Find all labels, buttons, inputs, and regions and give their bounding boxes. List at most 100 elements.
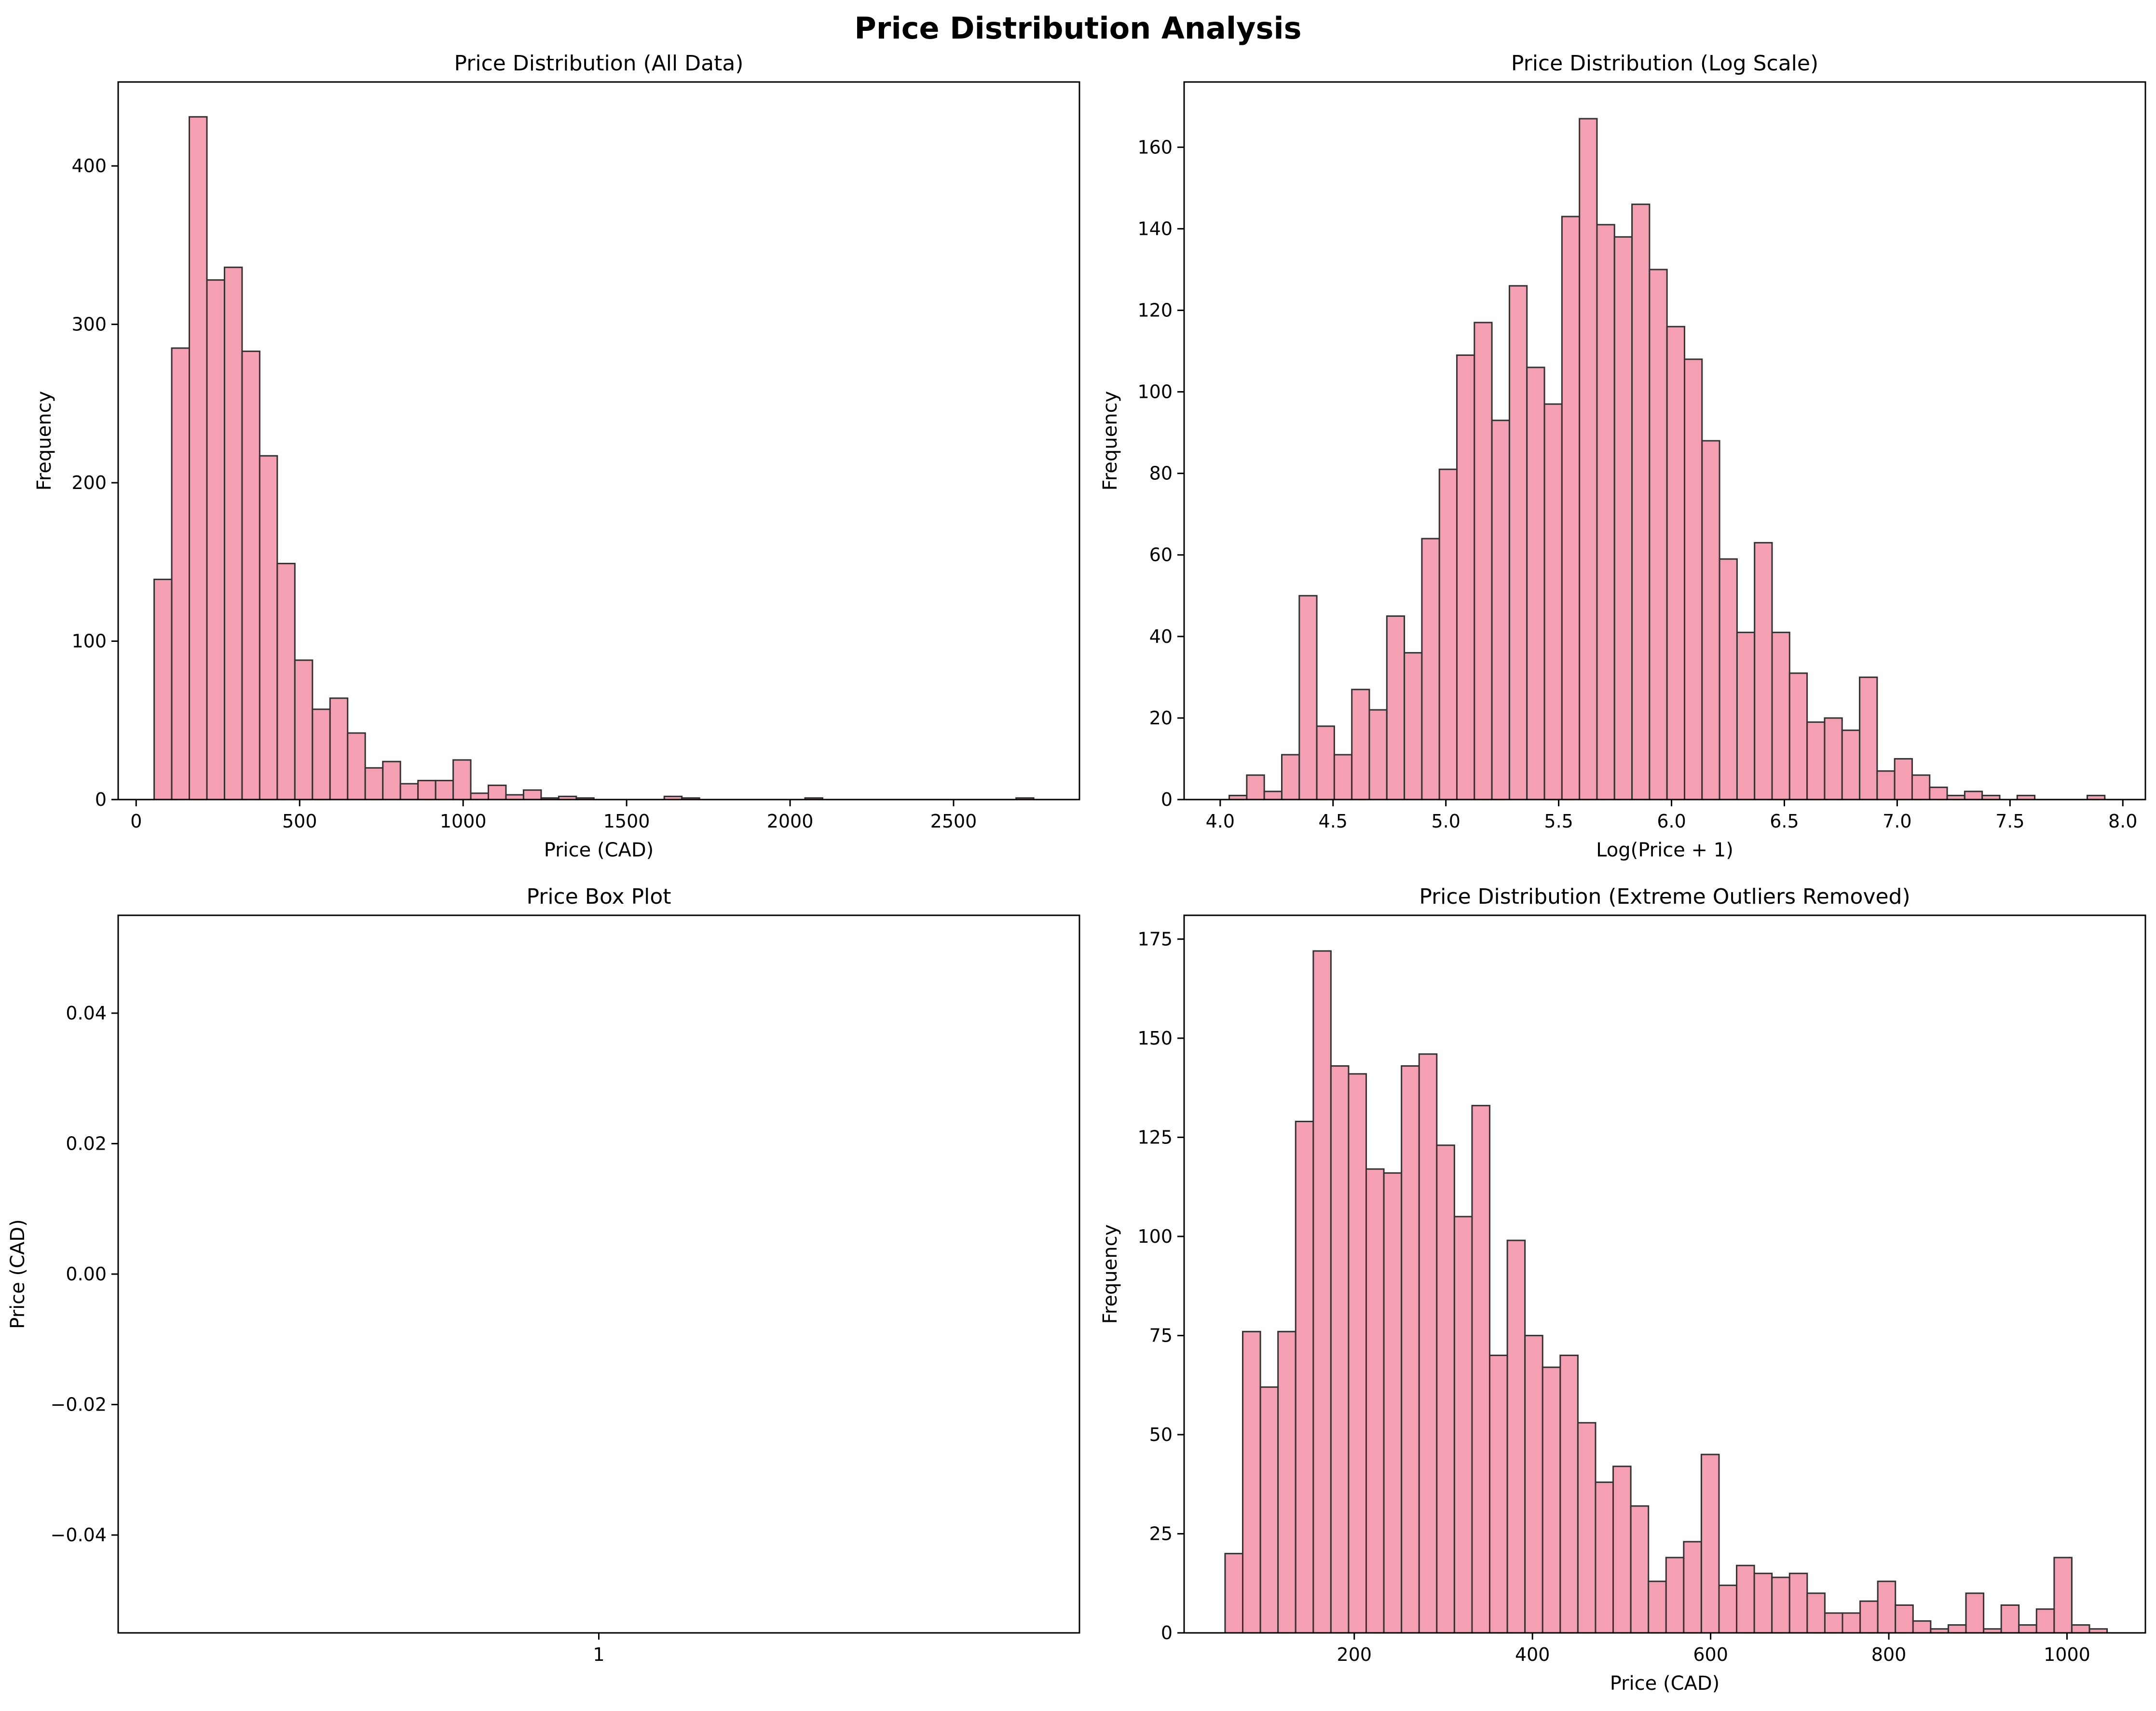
panel-2-y-tick-label: 80 [1149, 463, 1173, 484]
panel-2-y-tick-label: 40 [1149, 626, 1173, 647]
panel-4-histogram-bar [1859, 1600, 1879, 1634]
panel-4-histogram-bar [1595, 1481, 1614, 1634]
panel-4-histogram-bar [2018, 1624, 2037, 1634]
panel-4-histogram-bar [1471, 1105, 1491, 1634]
panel-1-histogram-bar [206, 279, 225, 801]
panel-2-y-tick-label: 100 [1137, 381, 1173, 403]
panel-4-x-axis-label: Price (CAD) [1610, 1672, 1720, 1695]
panel-4-histogram-bar [1524, 1334, 1543, 1634]
panel-1-histogram-bar [522, 789, 542, 801]
panel-3-x-tick-label: 1 [593, 1644, 604, 1665]
panel-4-histogram-bar [1788, 1573, 1808, 1634]
panel-2-histogram-bar [1736, 631, 1756, 801]
panel-3-y-tick-label: 0.00 [66, 1263, 107, 1285]
panel-1-x-tick-label: 500 [282, 811, 317, 832]
panel-2-histogram-bar [1841, 729, 1861, 801]
panel-4-histogram-bar [2071, 1624, 2090, 1634]
panel-2-histogram-bar [1771, 631, 1790, 801]
panel-2-histogram-bar [1701, 440, 1720, 801]
panel-1-histogram-bar [241, 350, 260, 801]
panel-4-y-tick-label: 75 [1149, 1325, 1173, 1346]
panel-4-histogram-bar [1842, 1612, 1861, 1634]
panel-1-y-tick-label: 200 [71, 472, 107, 493]
panel-2-y-tick-label: 140 [1137, 218, 1173, 239]
panel-4-histogram-bar [1559, 1355, 1579, 1634]
panel-2-histogram-bar [1508, 285, 1528, 801]
panel-4-histogram-bar [1771, 1576, 1790, 1634]
panel-4-histogram-bar [1895, 1604, 1914, 1634]
panel-2-y-tick-label: 20 [1149, 707, 1173, 729]
panel-2-title: Price Distribution (Log Scale) [1511, 51, 1818, 76]
panel-4-x-tick-label: 600 [1693, 1644, 1728, 1665]
panel-1-histogram-bar [417, 780, 437, 801]
panel-4-histogram-bar [1418, 1053, 1438, 1634]
panel-4-x-tick-label: 1000 [2044, 1644, 2090, 1665]
panel-2-histogram-bar [1298, 595, 1318, 801]
panel-4-y-tick-label: 150 [1137, 1028, 1173, 1049]
panel-4-histogram-bar [1877, 1580, 1897, 1634]
panel-1-histogram-bar [488, 784, 507, 801]
panel-1-histogram-bar [399, 783, 419, 801]
panel-2-histogram-bar [1876, 770, 1896, 801]
panel-3-y-tick-label: −0.04 [51, 1524, 107, 1546]
panel-2-histogram-bar [1368, 709, 1388, 801]
panel-2-histogram-bar [1474, 322, 1493, 801]
panel-1-y-tick-label: 400 [71, 155, 107, 177]
panel-4-histogram-bar [2035, 1608, 2055, 1634]
panel-1-histogram-bar [435, 780, 454, 801]
panel-4-histogram-bar [1224, 1553, 1244, 1634]
panel-4-histogram-bar [1453, 1216, 1473, 1634]
panel-4-histogram-bar [1912, 1620, 1932, 1634]
panel-2-x-tick-label: 5.5 [1544, 811, 1573, 832]
panel-4-y-axis-label: Frequency [1099, 1224, 1121, 1324]
panel-2-histogram-bar [1788, 672, 1808, 801]
panel-4-axes-frame [1183, 914, 2146, 1634]
panel-1-y-tick-label: 100 [71, 631, 107, 652]
panel-4-histogram-bar [1824, 1612, 1843, 1634]
panel-2-histogram-bar [1333, 754, 1353, 801]
panel-1-y-tick-label: 0 [95, 789, 107, 810]
panel-1-x-tick-label: 2500 [930, 811, 977, 832]
panel-4-histogram-bar [1489, 1355, 1508, 1634]
panel-4-histogram-bar [1736, 1564, 1755, 1634]
panel-4-x-tick-label: 800 [1871, 1644, 1907, 1665]
panel-2-x-tick-label: 8.0 [2108, 811, 2137, 832]
panel-2-histogram-bar [1526, 367, 1545, 801]
panel-4-histogram-bar [1401, 1065, 1420, 1634]
panel-2-y-axis-label: Frequency [1099, 391, 1121, 491]
panel-4-histogram-bar [2000, 1604, 2020, 1634]
panel-4-x-tick-label: 400 [1515, 1644, 1550, 1665]
panel-4-histogram-bar [2053, 1557, 2073, 1634]
panel-2-histogram-bar [1806, 721, 1826, 801]
panel-4-histogram-bar [1612, 1466, 1632, 1634]
panel-2-histogram-bar [1596, 224, 1615, 801]
panel-4-histogram-bar [1259, 1386, 1279, 1634]
panel-4-y-tick-label: 0 [1161, 1622, 1173, 1643]
panel-2-histogram-bar [1351, 689, 1370, 801]
panel-2-histogram-bar [1719, 558, 1738, 801]
panel-1-x-tick-label: 1000 [440, 811, 487, 832]
panel-2-x-tick-label: 4.0 [1206, 811, 1235, 832]
panel-4-histogram-bar [1665, 1557, 1685, 1634]
panel-2-x-tick-label: 5.0 [1431, 811, 1460, 832]
panel-1-histogram-bar [452, 759, 472, 801]
panel-2-histogram-bar [1561, 216, 1581, 801]
panel-2-x-tick-label: 7.0 [1883, 811, 1911, 832]
panel-2-x-tick-label: 6.0 [1657, 811, 1686, 832]
panel-2-histogram-bar [1246, 774, 1265, 801]
panel-4-histogram-bar [1718, 1584, 1738, 1634]
panel-2-x-tick-label: 6.5 [1770, 811, 1799, 832]
panel-4-histogram-bar [1700, 1453, 1720, 1634]
panel-2-histogram-bar [1964, 790, 1983, 801]
panel-2-x-tick-label: 4.5 [1319, 811, 1348, 832]
panel-2-histogram-bar [1894, 758, 1913, 801]
panel-2-histogram-bar [1263, 790, 1283, 801]
panel-1-histogram-bar [470, 792, 490, 801]
panel-1-x-tick-label: 1500 [603, 811, 650, 832]
panel-2-histogram-bar [1631, 204, 1651, 801]
panel-3-title: Price Box Plot [526, 884, 671, 909]
panel-2-histogram-bar [1859, 676, 1878, 801]
panel-4-histogram-bar [1506, 1239, 1526, 1634]
